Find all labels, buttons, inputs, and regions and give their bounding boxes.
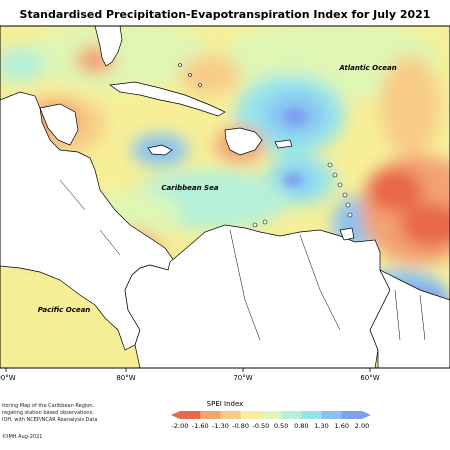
borders [59, 179, 426, 341]
legend-swatch [301, 411, 323, 419]
legend-max-arrow [362, 411, 371, 419]
small-islands [178, 63, 353, 228]
legend-swatch [240, 411, 262, 419]
legend-swatch [200, 411, 221, 419]
tick-60w: 60°W [360, 374, 379, 382]
tick-80w: 80°W [116, 374, 135, 382]
legend-swatch [220, 411, 242, 419]
legend-tick-label: 0.50 [274, 422, 288, 430]
copyright: ©IMH Aug-2021 [2, 434, 43, 440]
footer-line: itoring Map of the Caribbean Region. [2, 403, 95, 409]
legend-min-arrow [171, 411, 180, 419]
legend-tick-label: -1.30 [212, 422, 229, 430]
atlantic-ocean-label: Atlantic Ocean [338, 64, 396, 72]
legend-tick-label: 1.60 [335, 422, 349, 430]
legend-tick-label: -0.80 [232, 422, 249, 430]
legend-swatch [321, 411, 343, 419]
map-title: Standardised Precipitation-Evapotranspir… [19, 8, 431, 21]
legend-tick-label: 2.00 [355, 422, 369, 430]
land [0, 26, 450, 368]
tick-70w: 70°W [233, 374, 252, 382]
legend-tick-label: -0.50 [252, 422, 269, 430]
legend-tick-label: -1.60 [192, 422, 209, 430]
legend-swatch [281, 411, 302, 419]
tick-90w: 90°W [0, 374, 16, 382]
caribbean-sea-label: Caribbean Sea [161, 184, 218, 192]
legend-tick-label: -2.00 [172, 422, 189, 430]
footer-note: itoring Map of the Caribbean Region. reg… [2, 403, 112, 424]
footer-line: regating station based observations, [2, 410, 94, 416]
legend-colorbar [171, 411, 371, 419]
legend-swatch [341, 411, 363, 419]
legend-swatch [180, 411, 201, 419]
legend-title: SPEI Index [206, 400, 244, 408]
legend-tick-label: 0.80 [294, 422, 308, 430]
legend-tick-label: 1.30 [314, 422, 328, 430]
legend-swatch [260, 411, 282, 419]
footer-line: IOH, with NCEP/NCAR Reanalysis Data [2, 417, 98, 423]
map-frame [0, 26, 450, 368]
legend-ticks: -2.00 -1.60 -1.30 -0.80 -0.50 0.50 0.80 1.30 1.6… [172, 422, 370, 430]
longitude-axis: 90°W 80°W 70°W 60°W [0, 368, 380, 382]
pacific-ocean-label: Pacific Ocean [38, 306, 91, 314]
